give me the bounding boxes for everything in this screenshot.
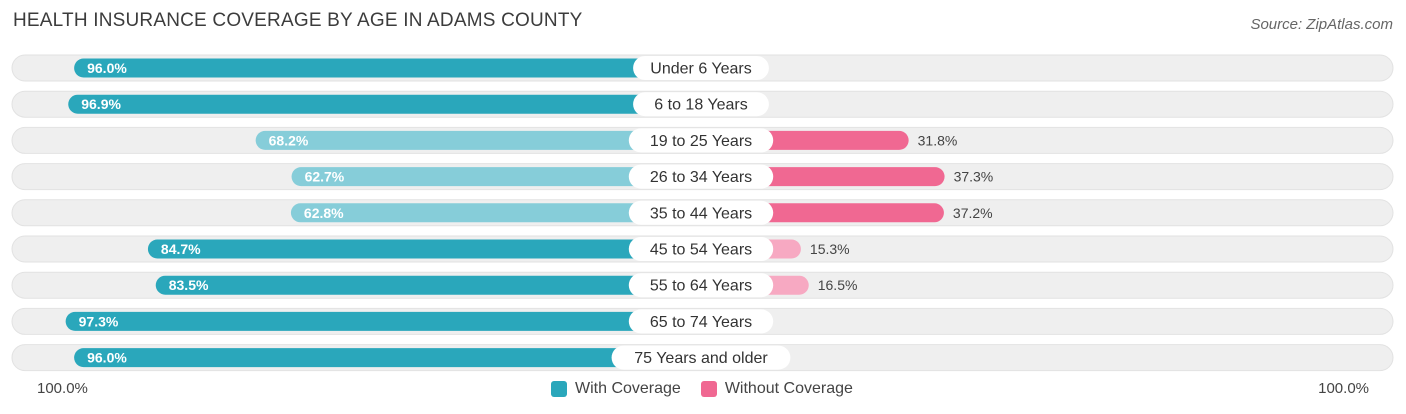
category-pill [628,200,774,225]
chart-row: 96.0%4.0%Under 6 Years [11,54,1394,82]
value-label-without-coverage: 31.8% [918,132,958,148]
value-label-with-coverage: 96.0% [87,350,127,366]
chart-row: 96.9%3.1%6 to 18 Years [11,90,1394,118]
bar-with-coverage [255,130,702,150]
category-pill [628,237,774,261]
category-label: 6 to 18 Years [654,97,747,114]
category-label: Under 6 Years [650,61,751,78]
value-label-without-coverage: 37.3% [954,169,994,185]
value-label-with-coverage: 62.7% [305,169,345,185]
bar-with-coverage [74,348,702,368]
legend-label-with-coverage: With Coverage [575,380,681,397]
value-label-with-coverage: 83.5% [169,277,209,293]
axis-left-label: 100.0% [37,380,88,397]
category-pill [628,164,774,189]
chart-row: 62.8% 37.2% 35 to 44 Years [11,199,1394,227]
value-label-with-coverage: 68.2% [269,132,309,148]
value-label-with-coverage: 62.8% [304,205,344,221]
category-pill [633,56,769,80]
bar-with-coverage [155,275,701,295]
chart-row: 68.2% 31.8% 19 to 25 Years [11,126,1394,154]
chart-row: 84.7% 15.3% 45 to 54 Years [11,235,1394,263]
category-pill [611,345,791,370]
category-pill [633,92,769,117]
category-label: 75 Years and older [634,350,768,367]
chart-row: 97.3%2.7%65 to 74 Years [11,307,1394,335]
value-label-with-coverage: 96.9% [81,96,121,112]
legend: With Coverage Without Coverage [551,380,873,398]
legend-item-without-coverage: Without Coverage [700,380,853,398]
category-label: 45 to 54 Years [650,242,752,259]
source-credit: Source: ZipAtlas.com [1250,16,1393,33]
axis-right-label: 100.0% [1318,380,1369,397]
category-pill [628,273,774,298]
chart-row: 62.7% 37.3% 26 to 34 Years [11,163,1394,191]
value-label-without-coverage: 16.5% [818,277,858,293]
legend-swatch-with-coverage [551,381,567,397]
bar-with-coverage [147,239,701,259]
bar-with-coverage [291,167,701,187]
bar-with-coverage [68,94,702,114]
category-label: 26 to 34 Years [650,169,752,186]
category-label: 55 to 64 Years [650,278,752,295]
value-label-with-coverage: 97.3% [79,313,119,329]
bar-with-coverage [290,203,701,223]
value-label-with-coverage: 96.0% [87,60,127,76]
chart-row: 83.5% 16.5% 55 to 64 Years [11,271,1394,299]
legend-item-with-coverage: With Coverage [551,380,681,398]
bar-with-coverage [74,58,702,78]
chart-row: 96.0%4.0%75 Years and older [11,344,1394,372]
category-label: 65 to 74 Years [650,314,752,331]
category-label: 35 to 44 Years [650,205,752,222]
legend-label-without-coverage: Without Coverage [724,380,853,397]
category-label: 19 to 25 Years [650,133,752,150]
value-label-without-coverage: 15.3% [810,241,850,257]
chart-title: HEALTH INSURANCE COVERAGE BY AGE IN ADAM… [13,10,583,31]
value-label-with-coverage: 84.7% [161,241,201,257]
bar-with-coverage [65,311,702,331]
category-pill [628,128,774,153]
value-label-without-coverage: 37.2% [953,205,993,221]
legend-swatch-without-coverage [700,381,717,397]
category-pill [628,309,774,334]
